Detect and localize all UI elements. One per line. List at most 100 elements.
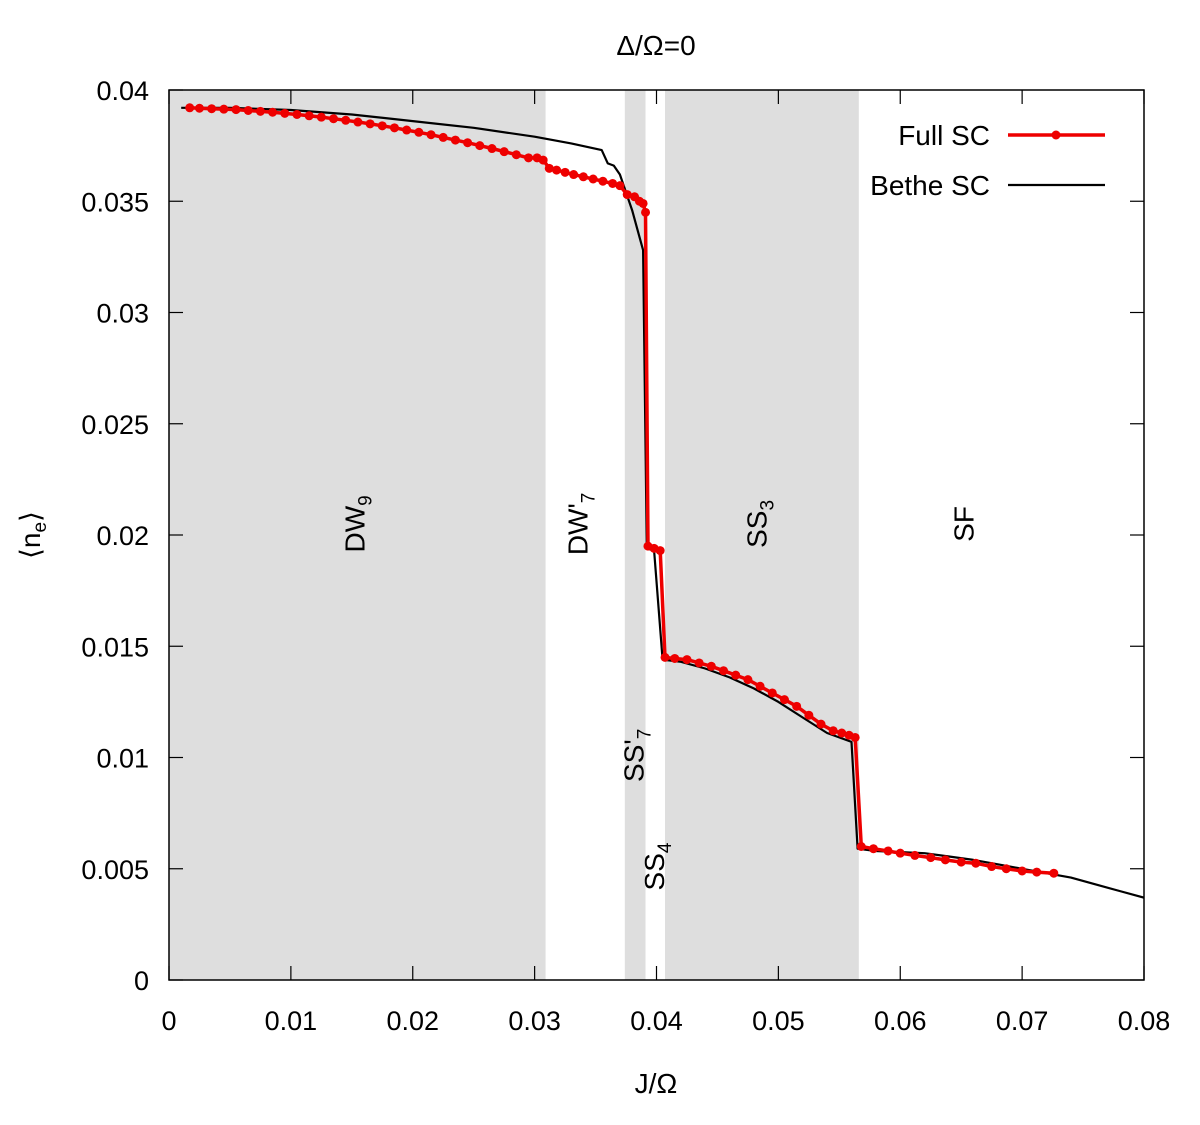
y-tick-label: 0.04 <box>96 76 149 106</box>
data-point <box>341 115 351 125</box>
data-point <box>940 855 950 865</box>
data-point <box>377 121 387 131</box>
x-tick-label: 0.05 <box>752 1006 805 1036</box>
data-point <box>910 850 920 860</box>
axis-ticks: 0 0.01 0.02 0.03 0.04 0.05 0.06 0.07 0.08 0 0.005 0… <box>81 76 1170 1036</box>
y-axis-title-main: ⟨n <box>15 533 46 560</box>
y-tick-label: 0.03 <box>96 299 149 329</box>
data-point <box>622 190 632 200</box>
shaded-region-1 <box>624 90 646 980</box>
data-point <box>578 172 588 182</box>
y-tick-label: 0 <box>134 966 149 996</box>
data-point <box>438 132 448 142</box>
y-tick-label: 0.02 <box>96 521 149 551</box>
data-point <box>524 153 534 163</box>
data-point <box>329 114 339 124</box>
data-point <box>426 130 436 140</box>
x-tick-label: 0.02 <box>386 1006 439 1036</box>
x-tick-label: 0.07 <box>996 1006 1049 1036</box>
data-point <box>987 862 997 872</box>
shaded-region-0 <box>169 90 546 980</box>
x-tick-label: 0.01 <box>265 1006 318 1036</box>
data-point <box>779 695 789 705</box>
data-point <box>792 701 802 711</box>
region-label: SS4 <box>639 842 676 890</box>
data-point <box>544 163 554 173</box>
data-point <box>243 105 253 115</box>
data-point <box>856 842 866 851</box>
region-label-main: SS <box>639 853 670 890</box>
data-point <box>402 125 412 135</box>
legend-label: Full SC <box>898 120 990 151</box>
data-point <box>971 858 981 868</box>
data-point <box>365 119 375 129</box>
data-point <box>828 726 838 736</box>
data-point <box>560 167 570 177</box>
y-axis-title-close: ⟩ <box>15 511 46 522</box>
data-point <box>207 104 217 114</box>
data-point <box>883 846 893 856</box>
legend: Full SC Bethe SC <box>870 120 1105 201</box>
data-series <box>181 103 1145 899</box>
data-point <box>231 105 241 115</box>
data-point <box>588 174 598 184</box>
data-point <box>660 652 670 662</box>
region-label-sub: 4 <box>655 842 676 853</box>
region-label-sub: 3 <box>757 500 778 511</box>
data-point <box>292 109 302 119</box>
region-label-main: SF <box>949 506 980 542</box>
data-point <box>743 675 753 685</box>
data-point <box>280 108 290 118</box>
data-point <box>414 127 424 137</box>
data-point <box>219 104 229 114</box>
data-point <box>475 141 485 151</box>
data-point <box>598 176 608 186</box>
chart-title: Δ/Ω=0 <box>616 30 695 61</box>
region-label-sub: 7 <box>634 729 655 740</box>
data-point <box>615 181 625 191</box>
x-tick-label: 0.08 <box>1118 1006 1171 1036</box>
y-tick-label: 0.01 <box>96 744 149 774</box>
y-tick-label: 0.035 <box>81 187 149 217</box>
region-label-main: DW' <box>562 503 593 555</box>
data-point <box>655 546 665 556</box>
region-label: SF <box>949 506 980 542</box>
y-axis-title-sub: e <box>30 522 51 533</box>
data-point <box>487 144 497 154</box>
data-point <box>1001 864 1011 874</box>
region-label-sub: 9 <box>355 495 376 506</box>
data-point <box>682 655 692 665</box>
region-label: DW9 <box>339 495 376 552</box>
data-point <box>538 155 548 165</box>
data-point <box>194 103 204 113</box>
region-label-main: DW <box>339 505 370 552</box>
data-point <box>304 111 314 121</box>
plot-frame <box>168 89 1145 981</box>
data-point <box>850 732 860 742</box>
region-label-main: SS <box>741 511 772 548</box>
legend-marker <box>1051 130 1061 140</box>
data-point <box>837 728 847 738</box>
y-tick-label: 0.025 <box>81 410 149 440</box>
data-point <box>956 857 966 867</box>
y-axis-title: ⟨ne⟩ <box>15 511 51 559</box>
data-point <box>499 147 509 157</box>
data-point <box>816 719 826 729</box>
data-point <box>694 658 704 668</box>
y-tick-label: 0.015 <box>81 632 149 662</box>
data-point <box>255 106 265 116</box>
data-point <box>719 666 729 676</box>
shaded-region-2 <box>665 90 859 980</box>
region-label: SS3 <box>741 500 778 548</box>
x-tick-label: 0 <box>161 1006 176 1036</box>
data-point <box>389 123 399 133</box>
y-tick-label: 0.005 <box>81 855 149 885</box>
data-point <box>1017 866 1027 876</box>
data-point <box>608 178 618 188</box>
data-point <box>670 653 680 663</box>
data-point <box>268 107 278 117</box>
x-tick-label: 0.04 <box>630 1006 683 1036</box>
data-point <box>767 688 777 698</box>
data-point <box>450 135 460 145</box>
shaded-regions <box>169 90 859 980</box>
